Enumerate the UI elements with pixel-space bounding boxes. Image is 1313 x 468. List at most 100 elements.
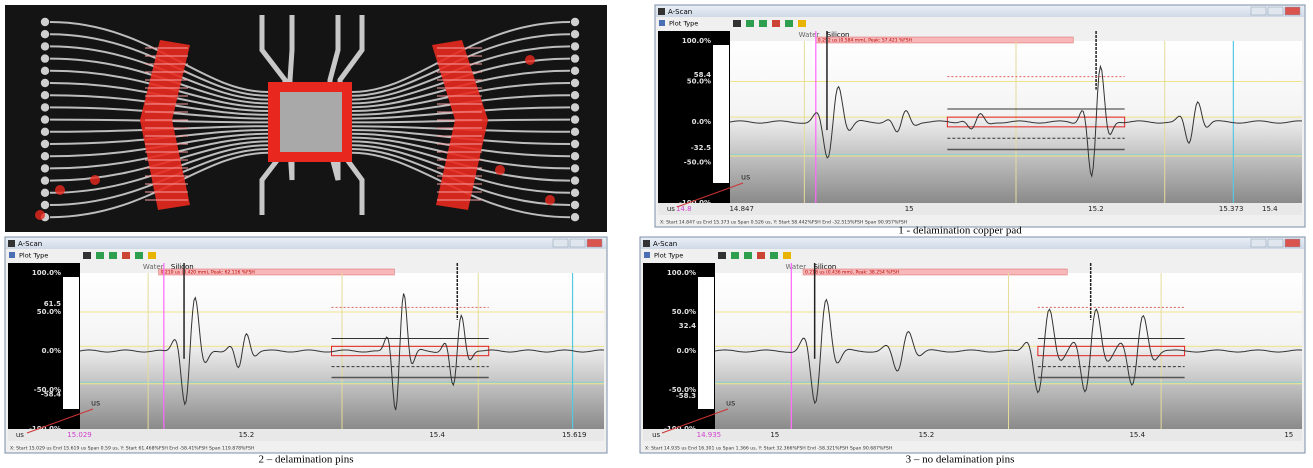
plot-type-menu[interactable]: Plot Type	[669, 20, 698, 28]
toolbar-button[interactable]	[718, 252, 726, 259]
toolbar-button[interactable]	[96, 252, 104, 259]
pin	[41, 18, 49, 26]
pin	[571, 164, 579, 172]
pin	[41, 189, 49, 197]
toolbar-button[interactable]	[83, 252, 91, 259]
plot-type-menu[interactable]: Plot Type	[19, 252, 48, 260]
x-label: 15.2	[1088, 205, 1104, 213]
x-label: 15.029	[67, 431, 92, 439]
window-button	[1251, 7, 1266, 15]
pin	[41, 115, 49, 123]
defect-spot	[35, 210, 45, 220]
pin	[41, 140, 49, 148]
y-label: 100.0%	[32, 269, 61, 277]
window-title: A-Scan	[668, 8, 692, 16]
y-label: 50.0%	[672, 308, 696, 316]
window-button	[1268, 7, 1283, 15]
toolbar-button[interactable]	[746, 20, 754, 27]
status-bar: X: Start 14.935 us End 16.301 us Span 1.…	[645, 446, 892, 452]
window-icon	[8, 240, 15, 247]
window-button	[1251, 239, 1266, 247]
pin	[41, 128, 49, 136]
defect-spot	[545, 195, 555, 205]
y-axis-white	[713, 45, 729, 183]
window-icon	[643, 240, 650, 247]
toolbar-button[interactable]	[783, 252, 791, 259]
pin	[571, 213, 579, 221]
toolbar-button[interactable]	[757, 252, 765, 259]
window-icon	[658, 8, 665, 15]
status-bar: X: Start 14.847 us End 15.373 us Span 0.…	[660, 220, 907, 226]
toolbar-button[interactable]	[770, 252, 778, 259]
acoustic-image	[5, 5, 607, 232]
pin	[571, 30, 579, 38]
window-button	[1268, 239, 1283, 247]
window-button	[553, 239, 568, 247]
ascan-window: A-ScanPlot TypeWaterSilicon0.210 us (0.4…	[5, 237, 607, 453]
x-label: 15.4	[429, 431, 445, 439]
toolbar-button[interactable]	[798, 20, 806, 27]
x-axis-strip	[658, 203, 1302, 215]
y-label: -58.4	[41, 391, 61, 399]
pin	[571, 128, 579, 136]
caption: 3 – no delamination pins	[906, 454, 1015, 466]
y-label: -32.5	[691, 144, 711, 152]
defect-spot	[525, 55, 535, 65]
y-label: -58.3	[676, 392, 696, 400]
x-label: 14.935	[697, 431, 722, 439]
x-axis-strip	[8, 429, 604, 441]
toolbar-button[interactable]	[148, 252, 156, 259]
toolbar-button[interactable]	[122, 252, 130, 259]
pin	[571, 201, 579, 209]
menu-icon	[644, 252, 650, 258]
toolbar-button[interactable]	[135, 252, 143, 259]
toolbar-button[interactable]	[731, 252, 739, 259]
toolbar-button[interactable]	[759, 20, 767, 27]
y-label: 50.0%	[687, 78, 711, 86]
y-axis-white	[63, 277, 79, 409]
pin	[41, 164, 49, 172]
x-label: 15	[770, 431, 779, 439]
toolbar-button[interactable]	[744, 252, 752, 259]
x-label: 15.2	[919, 431, 935, 439]
pin	[571, 79, 579, 87]
defect-spot	[55, 185, 65, 195]
toolbar-button[interactable]	[733, 20, 741, 27]
x-label: us	[667, 205, 675, 213]
x-label: 15	[905, 205, 914, 213]
pin	[571, 152, 579, 160]
status-bar: X: Start 15.029 us End 15.619 us Span 0.…	[10, 446, 254, 452]
pin	[41, 201, 49, 209]
y-label: 32.4	[679, 322, 696, 330]
pin	[571, 42, 579, 50]
y-label: -50.0%	[684, 159, 711, 167]
toolbar-button[interactable]	[772, 20, 780, 27]
pin	[571, 54, 579, 62]
caption: 1 - delamination copper pad	[898, 225, 1022, 237]
pin	[41, 91, 49, 99]
pin	[571, 103, 579, 111]
defect-spot	[90, 175, 100, 185]
pin	[571, 176, 579, 184]
pin	[41, 79, 49, 87]
pin	[41, 176, 49, 184]
title-bar	[6, 238, 606, 249]
figure: A-ScanPlot TypeWaterSilicon0.292 us (0.5…	[0, 0, 1313, 468]
pin	[41, 54, 49, 62]
caption: 2 – delamination pins	[258, 454, 353, 466]
annotation: us	[741, 173, 750, 182]
y-label: 100.0%	[682, 37, 711, 45]
pin	[571, 18, 579, 26]
plot-type-menu[interactable]: Plot Type	[654, 252, 683, 260]
die	[280, 92, 342, 152]
toolbar-button[interactable]	[785, 20, 793, 27]
x-label: 15.4	[1129, 431, 1145, 439]
y-label: 61.5	[44, 300, 61, 308]
x-label: 14.847	[729, 205, 754, 213]
y-label: 0.0%	[677, 347, 696, 355]
info-text: 0.292 us (0.584 mm), Peak: 57.421 %FSH	[818, 38, 912, 44]
menu-icon	[659, 20, 665, 26]
toolbar-button[interactable]	[109, 252, 117, 259]
